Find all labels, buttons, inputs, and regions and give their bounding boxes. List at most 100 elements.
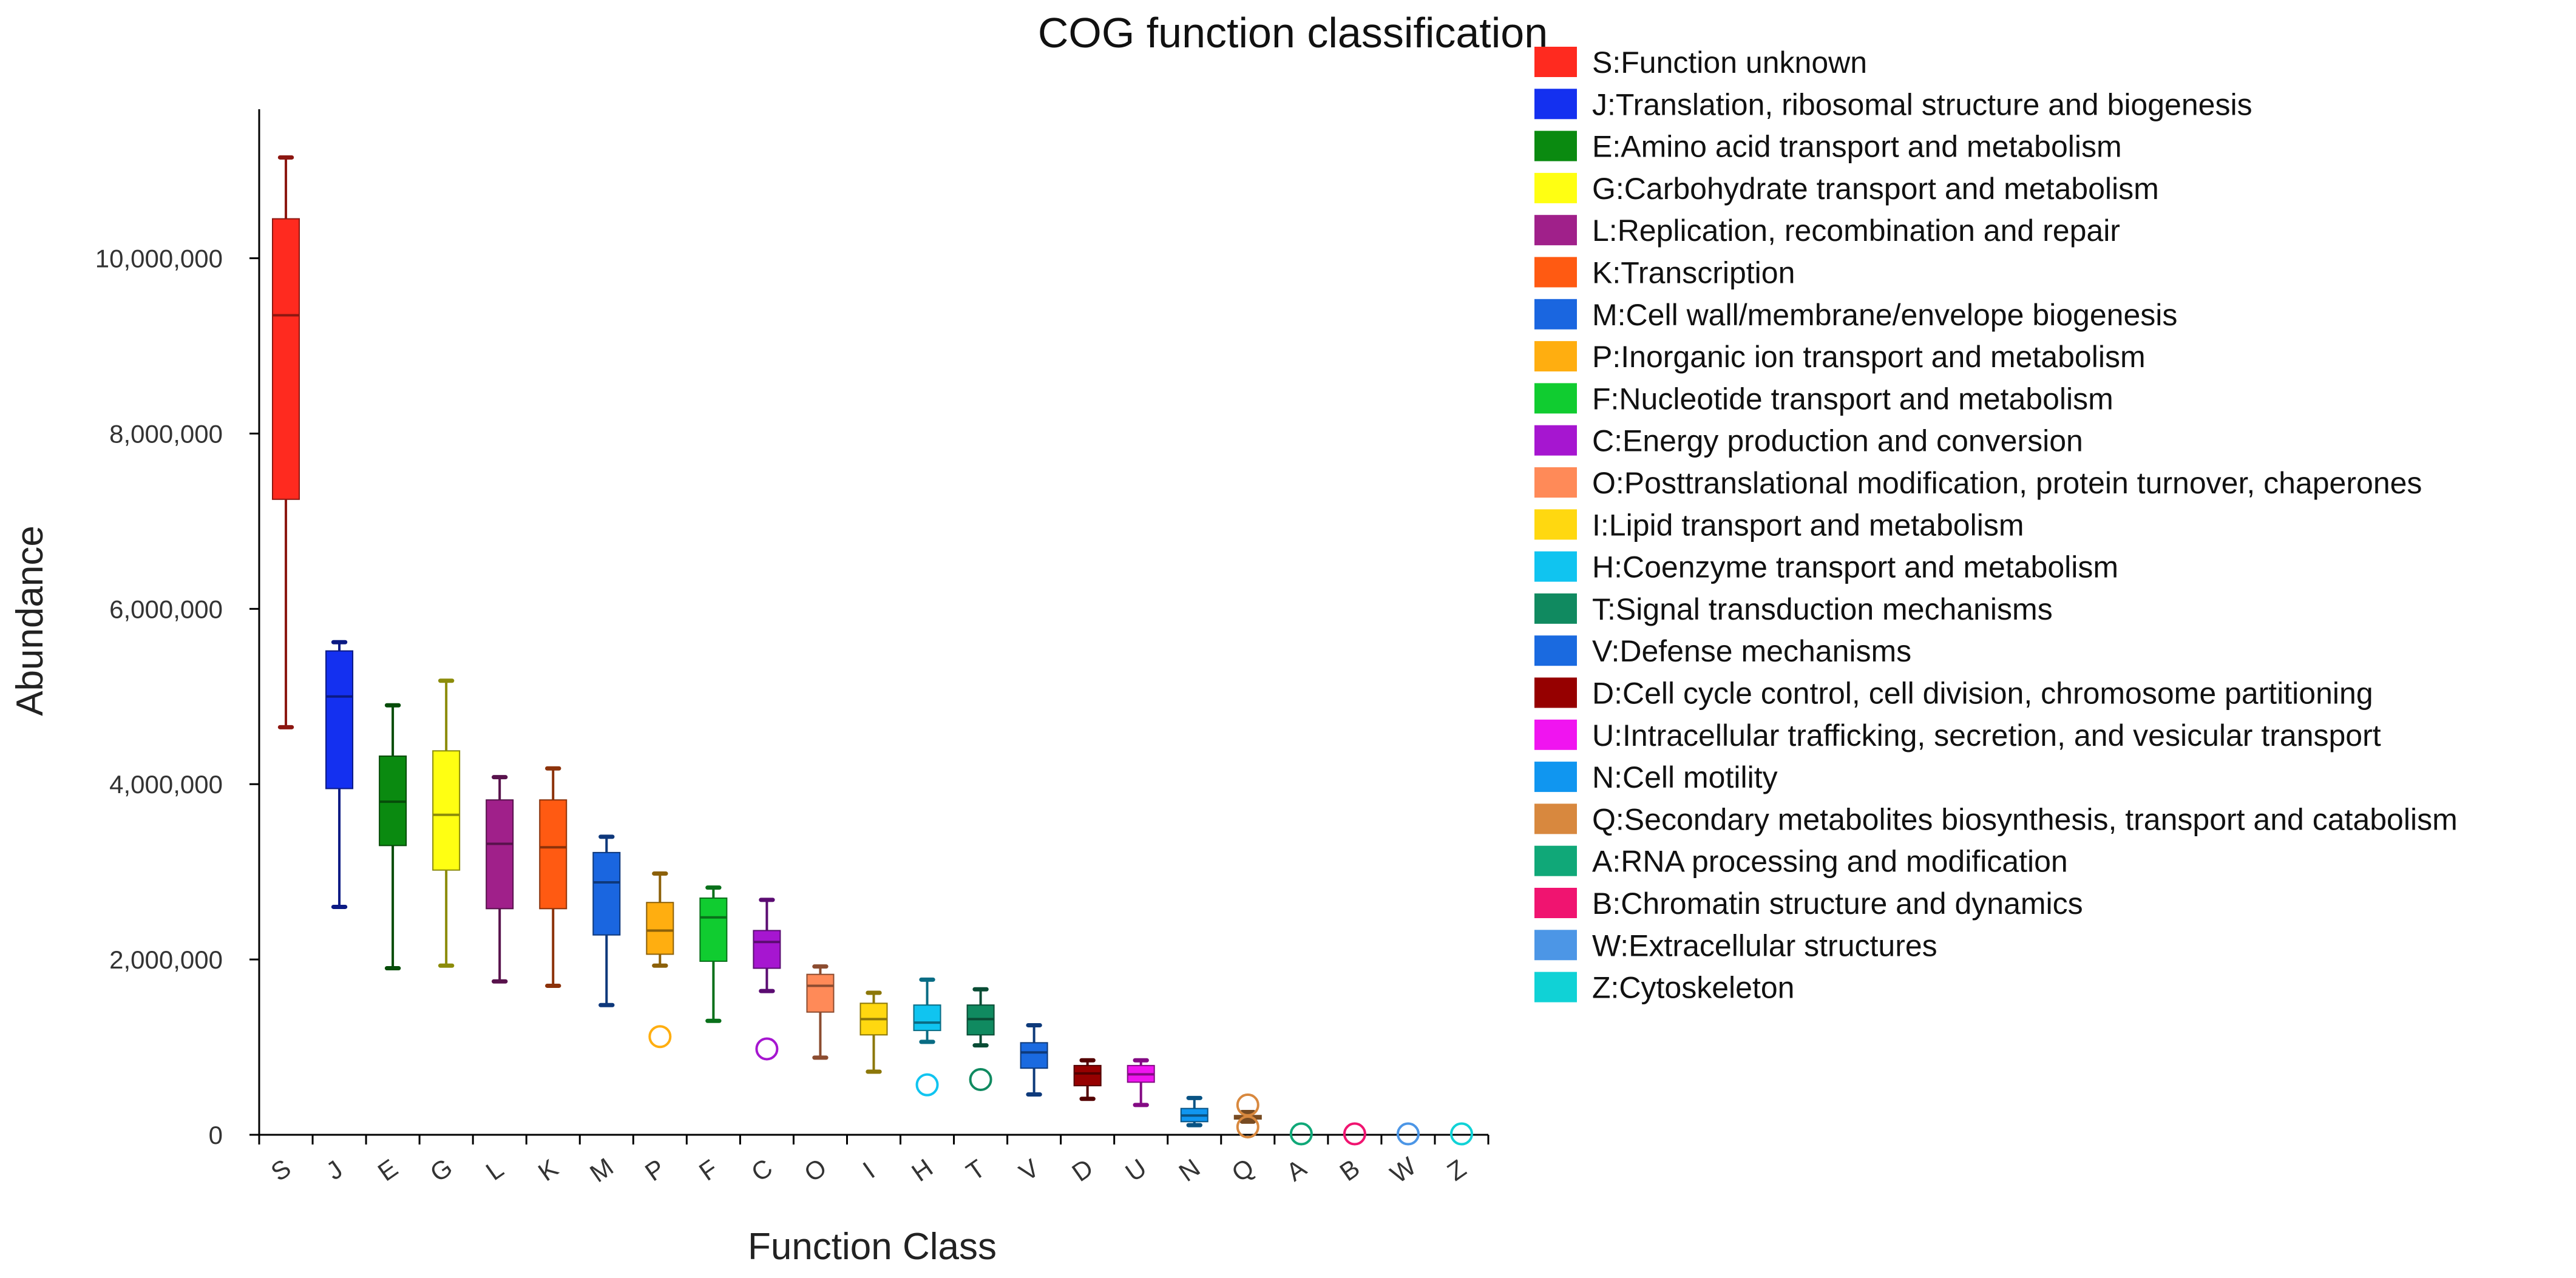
outlier-point [1236,1093,1259,1117]
box-body [1020,1042,1048,1069]
legend-item-G: G:Carbohydrate transport and metabolism [1534,172,2159,206]
legend-label: P:Inorganic ion transport and metabolism [1592,340,2146,374]
box-O [806,964,835,1060]
outlier-point [969,1068,992,1091]
legend-label: T:Signal transduction mechanisms [1592,592,2053,626]
legend-item-A: A:RNA processing and modification [1534,845,2068,879]
legend-swatch [1534,635,1577,666]
box-G [432,678,461,968]
box-B [1343,1122,1366,1146]
x-tick-label: F [694,1154,723,1186]
legend-label: L:Replication, recombination and repair [1592,214,2120,248]
legend-label: C:Energy production and conversion [1592,424,2083,458]
legend-swatch [1534,341,1577,372]
legend-item-U: U:Intracellular trafficking, secretion, … [1534,718,2381,752]
box-body [272,218,300,500]
legend-label: B:Chromatin structure and dynamics [1592,887,2083,921]
chart-title: COG function classification [1038,9,1548,56]
box-W [1396,1122,1420,1146]
box-D [1073,1058,1102,1101]
box-I [859,990,888,1074]
legend-item-Q: Q:Secondary metabolites biosynthesis, tr… [1534,802,2458,836]
box-V [1020,1023,1048,1097]
y-tick-label: 2,000,000 [109,945,223,974]
legend-item-O: O:Posttranslational modification, protei… [1534,466,2422,500]
x-tick-label: N [1174,1153,1205,1187]
outlier-point [755,1037,779,1061]
legend-swatch [1534,215,1577,246]
box-body [913,1004,941,1032]
legend-label: S:Function unknown [1592,46,1867,79]
x-tick-label: K [533,1154,563,1187]
x-tick-label: G [425,1153,458,1188]
legend-item-C: C:Energy production and conversion [1534,424,2083,458]
legend-item-L: L:Replication, recombination and repair [1534,214,2120,248]
x-tick-label: O [799,1153,832,1188]
box-F [699,885,728,1023]
legend-label: V:Defense mechanisms [1592,634,1911,668]
legend-label: D:Cell cycle control, cell division, chr… [1592,677,2373,711]
legend: S:Function unknown J:Translation, ribosom… [1534,46,2458,1005]
box-body [592,851,621,936]
legend-label: Z:Cytoskeleton [1592,971,1794,1005]
box-J [325,640,354,909]
x-tick-label: I [858,1157,880,1184]
legend-label: G:Carbohydrate transport and metabolism [1592,172,2159,206]
box-body [806,973,835,1013]
box-L [486,775,514,984]
legend-swatch [1534,130,1577,161]
legend-item-B: B:Chromatin structure and dynamics [1534,887,2083,921]
legend-swatch [1534,888,1577,918]
legend-item-I: I:Lipid transport and metabolism [1534,508,2024,542]
box-body [325,650,354,789]
y-tick-label: 0 [209,1121,223,1149]
x-tick-label: T [961,1154,990,1186]
box-P [646,871,674,1049]
box-C [753,898,781,1061]
x-tick-label: Z [1442,1154,1471,1186]
box-N [1180,1095,1208,1128]
x-tick-label: L [481,1154,509,1186]
x-tick-label: V [1014,1154,1044,1187]
legend-swatch [1534,719,1577,750]
x-axis-label: Function Class [748,1226,997,1268]
legend-label: F:Nucleotide transport and metabolism [1592,382,2113,416]
legend-label: U:Intracellular trafficking, secretion, … [1592,718,2381,752]
legend-item-P: P:Inorganic ion transport and metabolism [1534,340,2146,374]
box-A [1289,1122,1313,1146]
box-body [646,902,674,955]
x-tick-label: M [585,1152,619,1188]
legend-label: I:Lipid transport and metabolism [1592,508,2024,542]
legend-item-H: H:Coenzyme transport and metabolism [1534,550,2118,584]
boxes [272,155,1473,1146]
outlier-point [1236,1115,1259,1138]
x-tick-label: E [373,1154,403,1187]
legend-swatch [1534,972,1577,1002]
legend-label: A:RNA processing and modification [1592,845,2068,879]
y-tick-label: 10,000,000 [95,245,223,273]
legend-item-E: E:Amino acid transport and metabolism [1534,130,2122,164]
x-tick-label: W [1385,1151,1422,1188]
legend-swatch [1534,762,1577,793]
legend-label: M:Cell wall/membrane/envelope biogenesis [1592,298,2177,332]
legend-item-M: M:Cell wall/membrane/envelope biogenesis [1534,298,2177,332]
legend-swatch [1534,593,1577,624]
legend-swatch [1534,89,1577,120]
x-tick-label: H [906,1153,938,1187]
legend-label: O:Posttranslational modification, protei… [1592,466,2422,500]
legend-swatch [1534,803,1577,834]
legend-swatch [1534,845,1577,876]
box-body [699,898,728,962]
legend-item-D: D:Cell cycle control, cell division, chr… [1534,677,2373,711]
outlier-point [648,1025,672,1049]
legend-label: N:Cell motility [1592,760,1778,794]
outlier-point [1449,1122,1473,1146]
legend-label: W:Extracellular structures [1592,928,1937,962]
x-tick-label: C [746,1153,778,1187]
box-T [966,987,995,1091]
x-tick-label: U [1120,1153,1151,1187]
x-tick-label: A [1281,1154,1312,1187]
box-body [539,799,568,910]
box-K [539,766,568,988]
